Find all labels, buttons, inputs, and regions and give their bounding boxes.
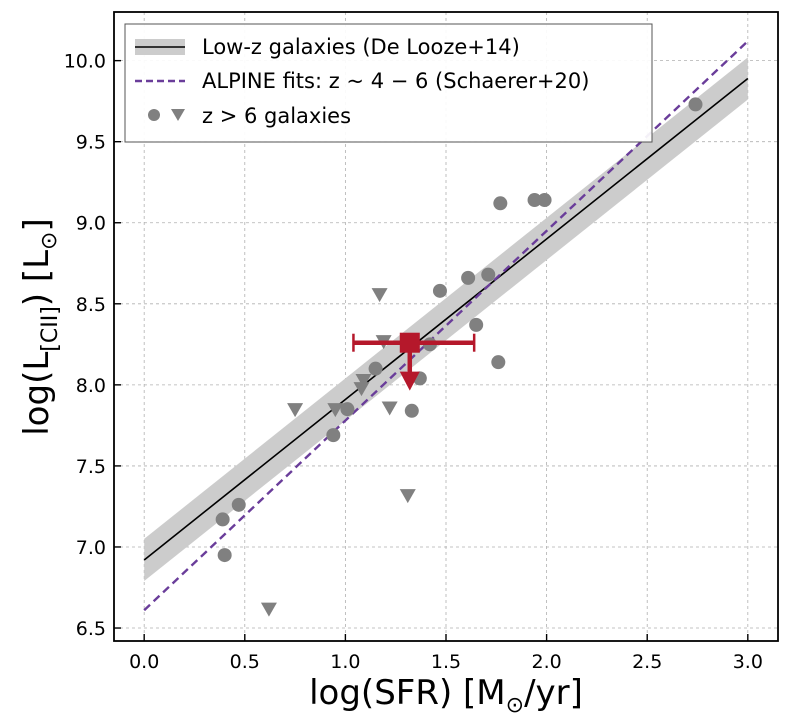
y-tick-label: 7.5: [76, 456, 106, 478]
x-axis-label: log(SFR) [M⊙/yr]: [309, 673, 583, 717]
legend-lowz-label: Low-z galaxies (De Looze+14): [202, 35, 520, 59]
z6-galaxy-point: [493, 196, 508, 211]
y-tick-label: 10.0: [64, 51, 106, 73]
plot-frame: [113, 11, 779, 642]
x-tick-label: 0.0: [129, 651, 159, 673]
highlight-upper-limit-arrow: [399, 371, 420, 391]
z6-upper-limit-point: [287, 403, 304, 418]
z6-upper-limit-point: [371, 288, 388, 303]
axis-ticks: 0.0 0.5 1.0 1.5 2.0 2.5 3.0 6.5 7.0 7.5 8.0 8.5 9.0 9…: [64, 51, 763, 673]
x-tick-label: 2.5: [632, 651, 662, 673]
z6-galaxy-point: [461, 270, 476, 285]
z6-galaxy-point: [340, 402, 355, 417]
legend: Low-z galaxies (De Looze+14) ALPINE fits…: [124, 23, 653, 143]
z6-upper-limit-point: [399, 489, 416, 504]
x-tick-label: 1.5: [431, 651, 461, 673]
y-axis-label: log(L[CII]) [L⊙]: [17, 218, 63, 436]
z6-upper-limit-point: [355, 373, 372, 388]
z6-galaxy-point: [368, 361, 383, 376]
y-tick-label: 6.5: [76, 618, 106, 640]
z6-galaxy-point: [231, 497, 246, 512]
y-tick-label: 7.0: [76, 537, 106, 559]
z6-galaxy-point: [537, 193, 552, 208]
z6-galaxy-point: [527, 193, 542, 208]
legend-box: [124, 23, 653, 143]
y-tick-label: 8.5: [76, 294, 106, 316]
z6-galaxy-point: [215, 512, 230, 527]
highlight-point: [399, 332, 420, 353]
z6-galaxy-point: [404, 403, 419, 418]
legend-alpine-label: ALPINE fits: z ~ 4 − 6 (Schaerer+20): [202, 69, 589, 93]
z6-galaxy-point: [491, 355, 506, 370]
z6-upper-limit-point: [353, 382, 370, 397]
y-tick-label: 9.0: [76, 213, 106, 235]
y-tick-label: 9.5: [76, 132, 106, 154]
z6-galaxy-point: [481, 267, 496, 282]
x-tick-label: 1.0: [330, 651, 360, 673]
z6-upper-limit-point: [327, 403, 344, 418]
y-tick-label: 8.0: [76, 375, 106, 397]
legend-triangle-marker: [171, 109, 185, 121]
x-tick-label: 0.5: [230, 651, 260, 673]
z6-galaxy-point: [688, 97, 703, 112]
x-tick-label: 3.0: [733, 651, 763, 673]
z6-galaxy-point: [469, 317, 484, 332]
z6-upper-limit-point: [381, 401, 398, 416]
z6-upper-limit-point: [260, 602, 277, 617]
lowz-relation-line: [143, 77, 749, 561]
z6-galaxy-point: [326, 428, 341, 443]
legend-z6-label: z > 6 galaxies: [202, 104, 351, 128]
legend-circle-marker: [148, 109, 160, 121]
x-tick-label: 2.0: [531, 651, 561, 673]
z6-galaxy-point: [432, 283, 447, 298]
z6-galaxy-point: [217, 548, 232, 563]
